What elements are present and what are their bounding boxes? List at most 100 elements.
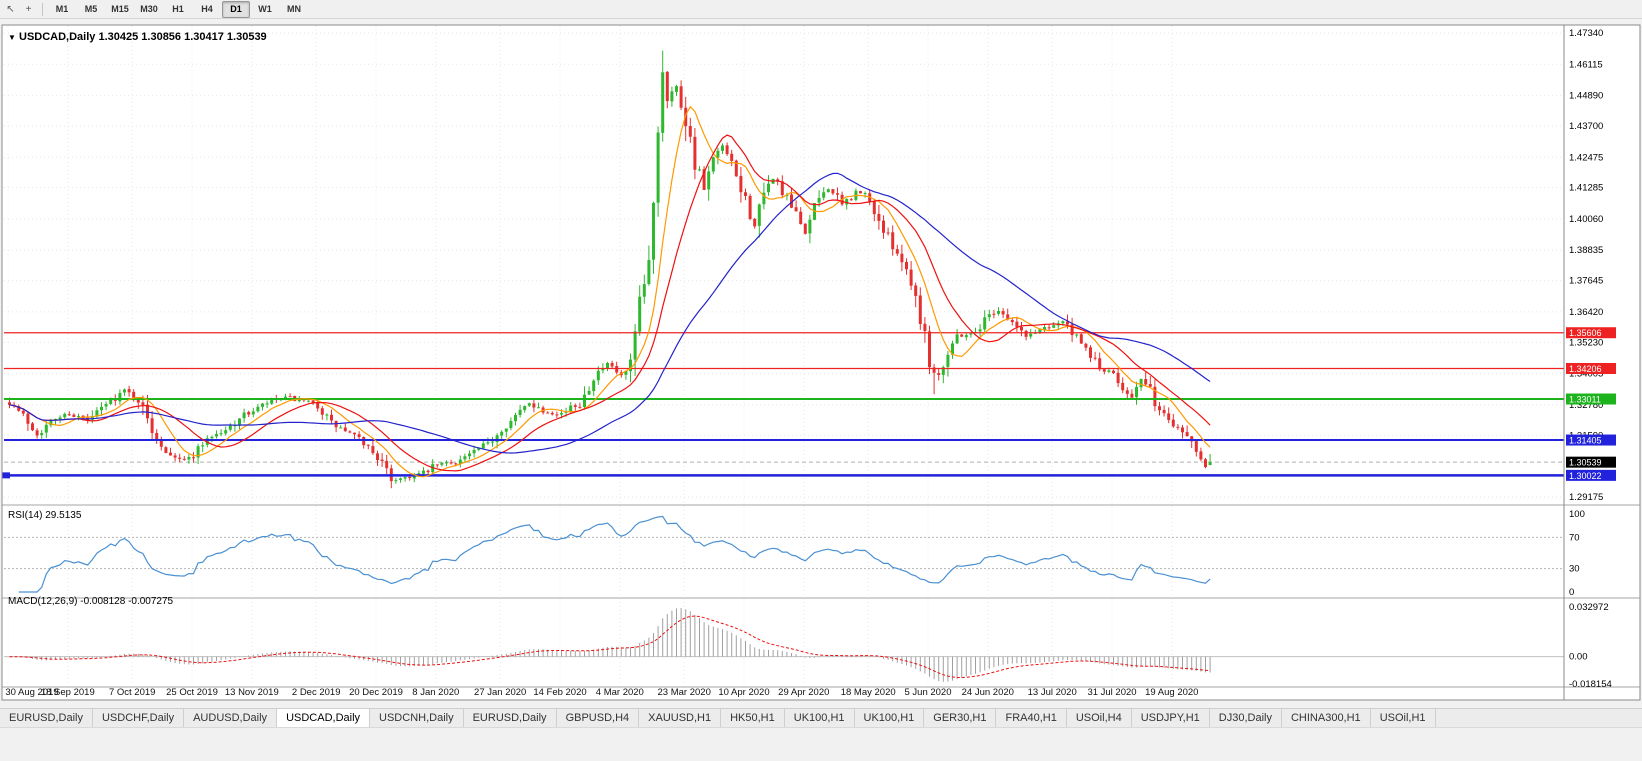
candle [348,431,352,433]
date-label: 18 May 2020 [841,687,896,698]
symbol-dropdown-icon[interactable]: ▼ [8,33,16,42]
chart-tab-xauusd-h1[interactable]: XAUUSD,H1 [639,709,722,727]
candle [426,470,430,473]
timeframe-button-m5[interactable]: M5 [84,4,98,14]
candle [353,432,356,435]
chart-tab-uk100-h1[interactable]: UK100,H1 [854,709,925,727]
candle [767,183,770,193]
timeframe-button-m15[interactable]: M15 [111,4,129,14]
price-scale-label: 1.43700 [1569,121,1603,132]
crosshair-icon[interactable]: + [25,3,32,15]
chart-tab-audusd-daily[interactable]: AUDUSD,Daily [184,709,278,727]
timeframe-button-mn[interactable]: MN [287,4,301,14]
candle [638,296,642,332]
candle [872,201,876,215]
timeframe-button-m30[interactable]: M30 [140,4,158,14]
candle [1162,409,1166,414]
price-level-badge [1566,327,1616,339]
candle [573,405,577,407]
date-label: 13 Nov 2019 [225,687,279,698]
candle [514,415,517,422]
candle [90,416,94,420]
timeframe-button-h4[interactable]: H4 [201,4,213,14]
candle [394,480,398,482]
date-label: 14 Feb 2020 [533,687,586,698]
candle [1190,436,1194,442]
chart-tab-eurusd-daily[interactable]: EURUSD,Daily [463,709,557,727]
candle [210,436,214,439]
candle [1020,326,1023,331]
timeframe-buttons: M1 M5 M15 M30 H1 H4 D1 W1 MN [48,0,308,18]
chart-tab-uk100-h1[interactable]: UK100,H1 [784,709,855,727]
date-label: 23 Mar 2020 [658,687,711,698]
candle [228,425,232,430]
candle [826,189,830,193]
candle [831,189,835,194]
price-scale-label: 1.29175 [1569,492,1603,503]
chart-tab-dj30-daily[interactable]: DJ30,Daily [1209,709,1282,727]
candle [1001,311,1005,315]
chart-tab-usdchf-daily[interactable]: USDCHF,Daily [92,709,185,727]
chart-tab-china300-h1[interactable]: CHINA300,H1 [1281,709,1371,727]
candle [606,362,609,369]
candle [1093,357,1097,359]
rsi-line [18,515,1211,593]
candle [1153,386,1157,407]
candle [1066,321,1069,325]
chart-tab-fra40-h1[interactable]: FRA40,H1 [996,709,1067,727]
candle [987,314,991,318]
chart-tab-eurusd-daily[interactable]: EURUSD,Daily [0,709,93,727]
candle [1024,330,1028,337]
candle [932,367,936,373]
candle [1116,372,1120,384]
price-scale-label: 1.35230 [1569,337,1603,348]
chart-tab-usoil-h4[interactable]: USOil,H4 [1066,709,1132,727]
candle [978,329,982,332]
main-chart[interactable]: 1.47340 1.46115 1.44890 1.43700 1.42475 1.412… [0,19,1642,708]
level-left-anchor[interactable] [2,472,10,479]
candle [734,160,738,177]
date-label: 27 Jan 2020 [474,687,526,698]
timeframe-button-w1[interactable]: W1 [258,4,272,14]
chart-tab-usoil-h1[interactable]: USOil,H1 [1370,709,1436,727]
candle [132,391,136,399]
candle [1052,325,1056,328]
chart-tab-usdjpy-h1[interactable]: USDJPY,H1 [1131,709,1210,727]
candle [1208,462,1212,466]
candle [822,192,826,198]
candle [1061,321,1065,324]
timeframe-button-d1[interactable]: D1 [222,0,250,18]
timeframe-button-h1[interactable]: H1 [172,4,184,14]
candle [261,403,264,407]
cursor-icon[interactable]: ↖ [6,3,15,15]
candle [72,414,76,418]
date-label: 2 Dec 2019 [292,687,341,698]
candle [491,441,494,443]
timeframe-button-m1[interactable]: M1 [55,4,69,14]
macd-scale-label: -0.018154 [1569,679,1612,690]
chart-tab-usdcnh-daily[interactable]: USDCNH,Daily [370,709,464,727]
macd-scale-label: 0.00 [1569,652,1588,663]
candle [532,403,536,408]
candle [905,261,908,270]
candle [1075,334,1079,336]
candle [201,445,205,447]
price-level-badge [1566,434,1616,446]
candle [679,86,683,108]
candle [914,285,918,296]
candle [1084,343,1088,348]
candle [35,430,39,436]
candle [238,418,241,426]
candle [955,334,959,344]
date-label: 4 Mar 2020 [596,687,644,698]
chart-tab-ger30-h1[interactable]: GER30,H1 [924,709,997,727]
candle [537,407,540,409]
candle [725,145,729,155]
chart-tab-gbpusd-h4[interactable]: GBPUSD,H4 [556,709,640,727]
chart-tab-usdcad-daily[interactable]: USDCAD,Daily [277,709,371,727]
chart-tab-hk50-h1[interactable]: HK50,H1 [721,709,785,727]
candle [799,211,803,225]
current-price-badge [1566,456,1616,468]
price-scale[interactable]: 1.47340 1.46115 1.44890 1.43700 1.42475 1.412… [1566,28,1616,690]
